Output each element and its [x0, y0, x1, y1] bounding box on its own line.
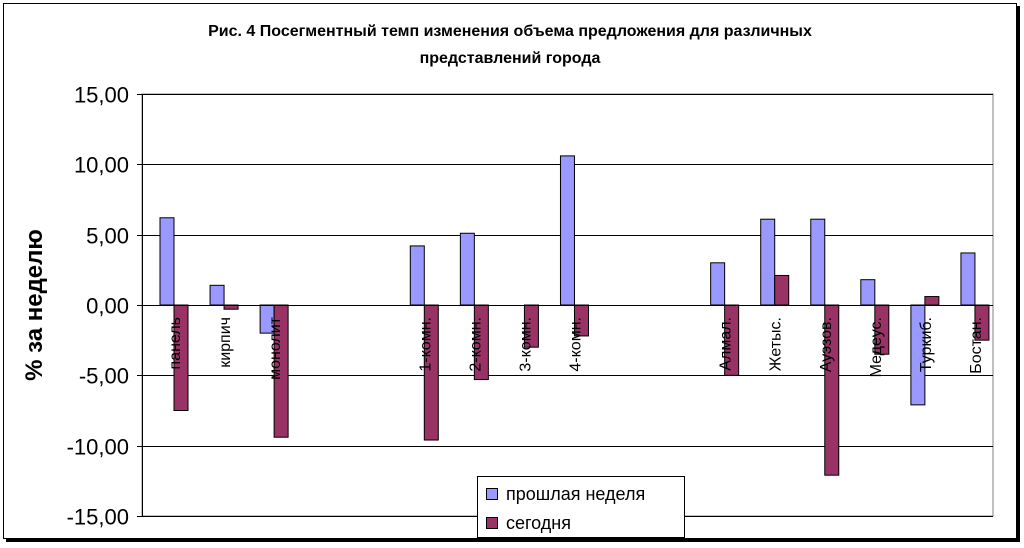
category-label: Ауэзов.	[818, 317, 835, 372]
category-label: панель	[167, 317, 184, 369]
category-label: 1-комн.	[417, 317, 434, 372]
category-label: кирпич	[217, 317, 234, 368]
legend-item-last-week: прошлая неделя	[486, 481, 645, 507]
bar-last-week	[209, 284, 225, 306]
category-label: 4-комн.	[567, 317, 584, 372]
category-label: Медеус.	[868, 317, 885, 377]
category-label: Бостан.	[968, 317, 985, 374]
y-tick-label: -15,00	[67, 505, 129, 530]
y-tick-label: -10,00	[67, 435, 129, 460]
bar-last-week	[409, 245, 425, 306]
y-tick-label: 15,00	[74, 83, 129, 108]
bar-today	[924, 296, 940, 306]
bar-last-week	[459, 232, 475, 306]
y-tick-label: 10,00	[74, 153, 129, 178]
bar-last-week	[760, 218, 776, 306]
bar-last-week	[159, 217, 175, 306]
category-label: Жетыс.	[768, 317, 785, 371]
legend: прошлая неделя сегодня	[477, 476, 685, 538]
legend-swatch-today	[486, 517, 498, 529]
category-label: Алмал.	[718, 317, 735, 371]
bar-last-week	[810, 218, 826, 306]
y-tick-label: 0,00	[86, 294, 129, 319]
bar-last-week	[960, 252, 976, 306]
bar-today	[774, 274, 790, 306]
category-label: 3-комн.	[517, 317, 534, 372]
y-tick-label: 5,00	[86, 224, 129, 249]
category-label: Туркиб.	[918, 317, 935, 372]
legend-label-today: сегодня	[506, 512, 571, 533]
chart-title: Рис. 4 Посегментный темп изменения объем…	[208, 23, 812, 67]
legend-swatch-last-week	[486, 488, 498, 500]
y-tick-label: -5,00	[79, 364, 129, 389]
legend-item-today: сегодня	[486, 510, 571, 536]
legend-label-last-week: прошлая неделя	[506, 483, 646, 504]
bar-last-week	[710, 262, 726, 306]
category-label: монолит	[267, 316, 284, 380]
bar-last-week	[559, 155, 575, 306]
y-axis-title: % за неделю	[21, 229, 48, 381]
bar-last-week	[860, 279, 876, 306]
category-label: 2-комн.	[467, 317, 484, 372]
